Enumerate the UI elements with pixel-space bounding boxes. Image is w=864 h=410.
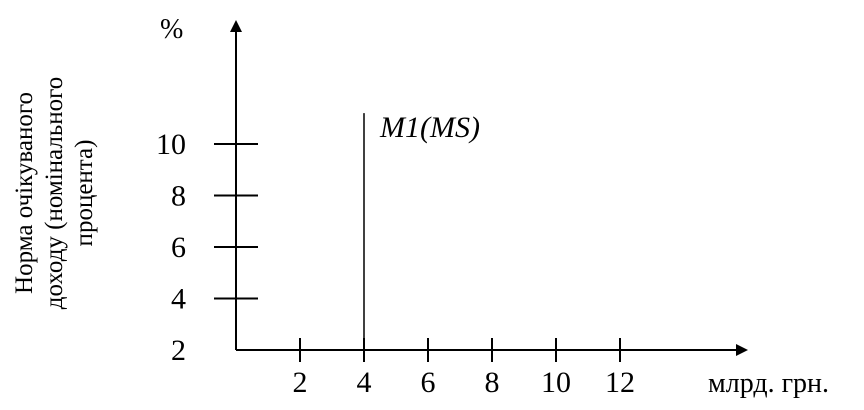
x-tick-label: 4 xyxy=(357,366,372,399)
y-tick-label: 10 xyxy=(156,128,186,161)
y-tick-label: 8 xyxy=(171,180,186,213)
x-tick-label: 12 xyxy=(605,366,635,399)
y-axis-title: Норма очікуваного доходу (номінального п… xyxy=(11,77,98,309)
y-axis-title-line-3: процента) xyxy=(71,140,98,247)
y-tick-label: 4 xyxy=(171,283,186,316)
y-tick-label: 2 xyxy=(171,334,186,367)
series-label: M1(MS) xyxy=(379,111,480,144)
y-ticks: 2 4 6 8 10 xyxy=(156,128,258,367)
y-axis-title-line-2: доходу (номінального xyxy=(41,77,68,309)
series-layer: M1(MS) xyxy=(363,111,480,350)
y-axis-title-line-1: Норма очікуваного xyxy=(11,92,38,294)
x-tick-label: 8 xyxy=(485,366,500,399)
x-ticks: 2 4 6 8 10 12 xyxy=(293,338,635,399)
x-tick-label: 10 xyxy=(541,366,571,399)
y-tick-label: 6 xyxy=(171,231,186,264)
x-tick-label: 6 xyxy=(421,366,436,399)
x-tick-label: 2 xyxy=(293,366,308,399)
y-unit-label: % xyxy=(160,14,183,45)
x-axis-label: млрд. грн. xyxy=(708,368,829,399)
